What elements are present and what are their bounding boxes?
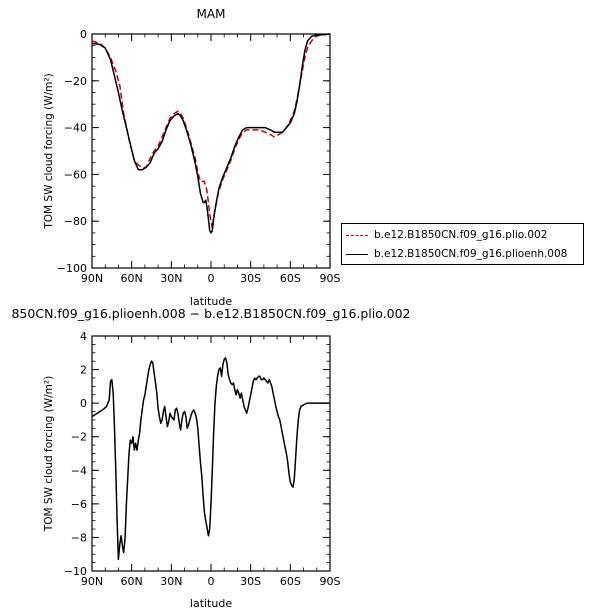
y-tick-label: −8 xyxy=(71,531,87,544)
y-tick-label: −4 xyxy=(71,464,87,477)
y-tick-label: 4 xyxy=(80,330,87,343)
series-line-1 xyxy=(91,357,330,561)
chart-panel-2: 850CN.f09_g16.plioenh.008 − b.e12.B1850C… xyxy=(11,306,410,610)
y-tick-label: −80 xyxy=(64,215,87,228)
legend-entry-plio002: b.e12.B1850CN.f09_g16.plio.002 xyxy=(346,227,547,243)
x-tick-label: 60N xyxy=(121,575,143,588)
x-tick-label: 0 xyxy=(208,575,215,588)
y-tick-label: −20 xyxy=(64,75,87,88)
y-tick-label: −6 xyxy=(71,498,87,511)
x-tick-label: 60N xyxy=(121,272,143,285)
x-tick-label: 60S xyxy=(280,272,301,285)
legend-entry-plioenh008: b.e12.B1850CN.f09_g16.plioenh.008 xyxy=(346,246,567,262)
y-tick-label: 0 xyxy=(80,28,87,41)
x-tick-label: 90N xyxy=(81,272,103,285)
chart-panel-1: MAM 90N 60N 30N 0 30S 60S 90S 0 −20 −40 −60 −80 −100 l… xyxy=(43,7,341,308)
x-tick-label: 30N xyxy=(160,575,182,588)
legend-swatch-dashed-red xyxy=(346,234,368,236)
y-tick-label: −2 xyxy=(71,431,87,444)
x-tick-label: 60S xyxy=(280,575,301,588)
chart-title: MAM xyxy=(197,7,226,21)
y-axis-label: TOM SW cloud forcing (W/m²) xyxy=(43,376,55,532)
y-tick-label: −100 xyxy=(57,262,87,275)
x-tick-label: 90N xyxy=(81,575,103,588)
x-tick-label: 30S xyxy=(240,575,261,588)
legend: b.e12.B1850CN.f09_g16.plio.002 b.e12.B18… xyxy=(341,223,584,265)
series-line-2 xyxy=(91,33,331,234)
y-tick-label: −10 xyxy=(64,565,87,578)
y-tick-label: −40 xyxy=(64,122,87,135)
y-tick-label: −60 xyxy=(64,168,87,181)
y-tick-label: 2 xyxy=(80,364,87,377)
x-tick-label: 30N xyxy=(160,272,182,285)
legend-label-plio002: b.e12.B1850CN.f09_g16.plio.002 xyxy=(374,229,548,241)
x-axis-label: latitude xyxy=(190,295,232,308)
x-axis-label: latitude xyxy=(190,597,232,610)
x-tick-label: 30S xyxy=(240,272,261,285)
chart-title: 850CN.f09_g16.plioenh.008 − b.e12.B1850C… xyxy=(11,306,410,321)
y-tick-label: 0 xyxy=(80,397,87,410)
x-tick-label: 90S xyxy=(320,575,341,588)
plot-frame xyxy=(91,335,331,572)
x-tick-label: 90S xyxy=(320,272,341,285)
y-axis-label: TOM SW cloud forcing (W/m²) xyxy=(43,73,55,229)
legend-swatch-solid-black xyxy=(346,253,368,255)
legend-label-plioenh008: b.e12.B1850CN.f09_g16.plioenh.008 xyxy=(374,248,568,260)
x-tick-label: 0 xyxy=(208,272,215,285)
